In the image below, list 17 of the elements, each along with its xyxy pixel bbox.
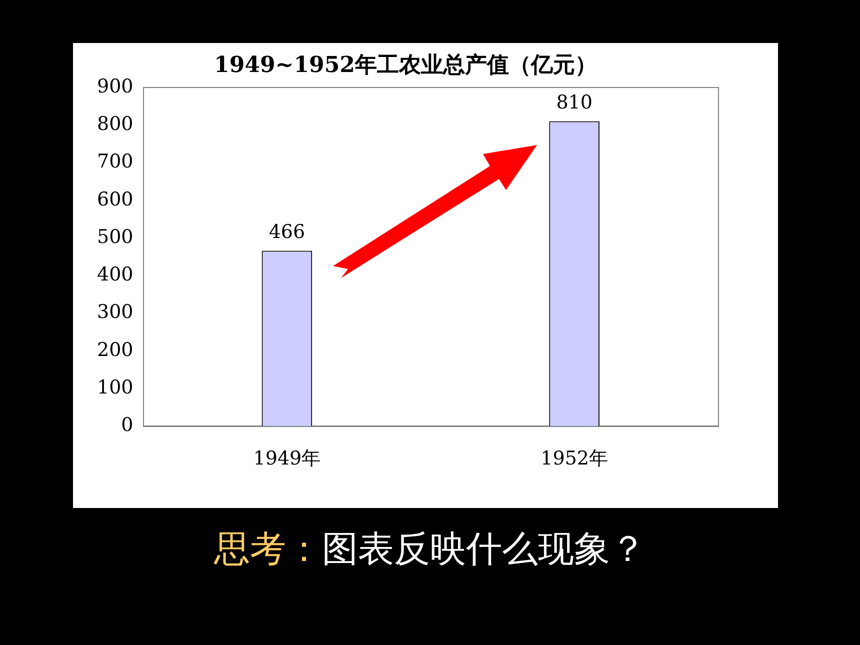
x-tick-label: 1949年 [253,448,321,470]
chart-title: 1949~1952年工农业总产值（亿元） [214,52,597,78]
y-tick-label: 500 [97,226,134,248]
data-label: 466 [268,221,306,244]
y-tick-label: 400 [97,264,134,286]
text: 思考： [214,529,322,570]
text: 图表反映什么现象？ [322,529,646,570]
y-tick-label: 800 [97,112,134,135]
y-tick-label: 300 [97,301,134,324]
y-tick-label: 900 [97,75,134,98]
y-tick-label: 700 [97,150,134,173]
x-tick-label: 1952年 [540,448,608,470]
y-tick-label: 200 [97,338,134,361]
y-tick-label: 600 [97,188,134,210]
y-tick-label: 0 [121,414,134,436]
data-label: 810 [556,92,592,114]
y-tick-label: 100 [97,376,134,398]
